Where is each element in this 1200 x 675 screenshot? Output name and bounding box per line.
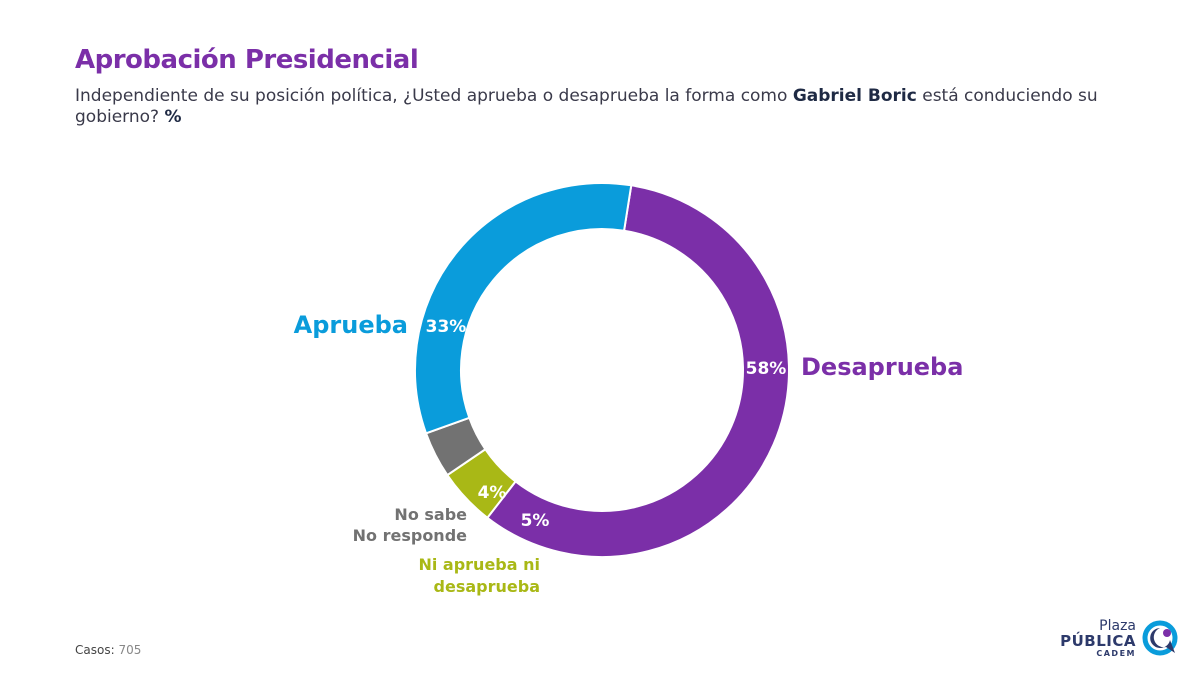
- subtitle-president-name: Gabriel Boric: [792, 86, 917, 106]
- value-label-no-sabe-no-responde: 4%: [478, 483, 507, 503]
- slice-desaprueba: [485, 184, 790, 558]
- subtitle-question-end: está conduciendo su gobierno?: [75, 86, 1098, 127]
- sample-size: Casos: 705: [75, 643, 141, 657]
- value-label-desaprueba: 58%: [746, 359, 787, 379]
- plaza-publica-logo: Plaza PÚBLICA CADEM: [1060, 618, 1181, 663]
- logo-line-plaza: Plaza: [1099, 618, 1136, 634]
- chart-subtitle: Independiente de su posición política, ¿…: [75, 86, 1135, 128]
- chart-title: Aprobación Presidencial: [75, 45, 419, 75]
- value-label-ni-aprueba-ni-desaprueba: 5%: [521, 511, 550, 531]
- category-label-ni-aprueba-ni-desaprueba: Ni aprueba ni desaprueba: [418, 555, 540, 596]
- slice-aprueba: [414, 182, 633, 435]
- category-label-aprueba: Aprueba: [294, 311, 408, 339]
- category-label-no-sabe-no-responde: No sabe No responde: [353, 505, 468, 545]
- subtitle-question: Independiente de su posición política, ¿…: [75, 86, 793, 106]
- subtitle-unit: %: [164, 107, 182, 127]
- casos-label: Casos:: [75, 643, 115, 657]
- logo-line-publica: PÚBLICA: [1060, 632, 1136, 650]
- value-label-aprueba: 33%: [426, 317, 467, 337]
- logo-bubble-icon: [1142, 620, 1178, 656]
- logo-line-cadem: CADEM: [1096, 649, 1136, 658]
- category-label-desaprueba: Desaprueba: [801, 353, 963, 381]
- casos-value: 705: [118, 643, 142, 657]
